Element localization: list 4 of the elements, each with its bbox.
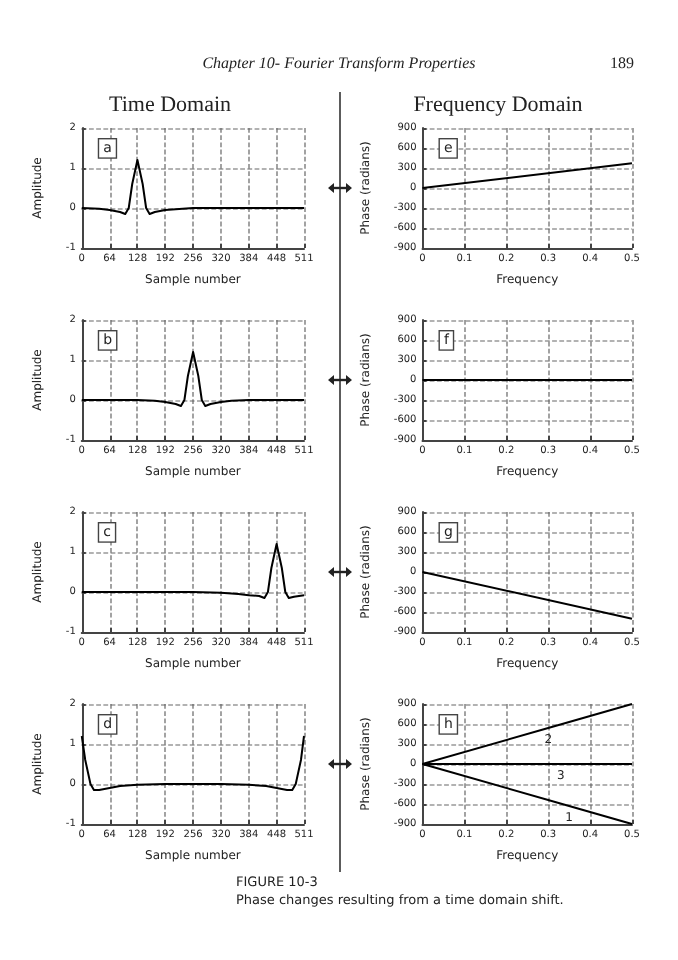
text: 189 bbox=[610, 54, 634, 72]
text: Chapter 10- Fourier Transform Properties bbox=[202, 54, 476, 72]
chart-title: Time Domain bbox=[108, 93, 233, 117]
chart-title: Frequency Domain bbox=[413, 93, 584, 117]
